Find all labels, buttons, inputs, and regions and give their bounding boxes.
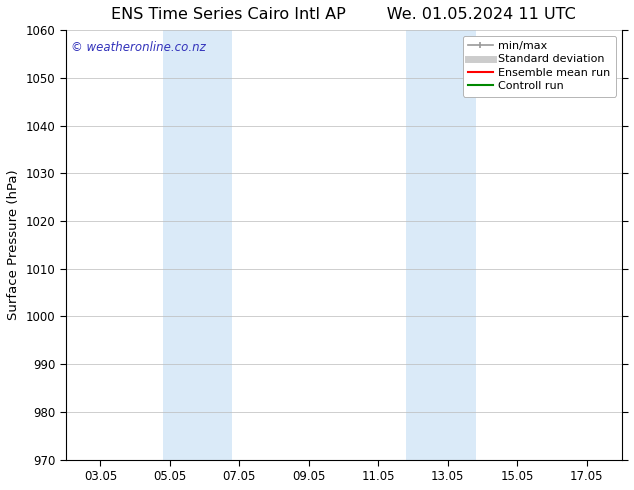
Bar — [163, 30, 233, 460]
Y-axis label: Surface Pressure (hPa): Surface Pressure (hPa) — [7, 170, 20, 320]
Title: ENS Time Series Cairo Intl AP        We. 01.05.2024 11 UTC: ENS Time Series Cairo Intl AP We. 01.05.… — [111, 7, 576, 22]
Legend: min/max, Standard deviation, Ensemble mean run, Controll run: min/max, Standard deviation, Ensemble me… — [463, 36, 616, 97]
Bar — [406, 30, 476, 460]
Text: © weatheronline.co.nz: © weatheronline.co.nz — [71, 41, 206, 54]
